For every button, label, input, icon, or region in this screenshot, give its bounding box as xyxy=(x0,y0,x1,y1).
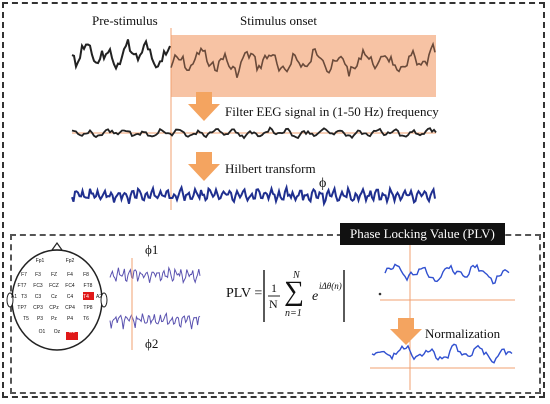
exp-power: iΔθ(n) xyxy=(319,281,342,291)
stimulus-band xyxy=(171,35,436,97)
electrode-label: P3 xyxy=(37,316,43,322)
electrode-label: Pz xyxy=(51,316,57,322)
electrode-label: CP4 xyxy=(65,305,75,311)
phi1-trace xyxy=(109,266,201,285)
normalization-label: Normalization xyxy=(425,326,501,341)
electrode-label: Fp2 xyxy=(66,258,75,264)
electrode-label: C3 xyxy=(35,294,42,300)
electrode-label: O2 xyxy=(69,329,76,335)
plv-start-dot xyxy=(378,292,382,296)
exp-base: e xyxy=(312,289,319,304)
electrode-label: FT7 xyxy=(18,283,27,289)
sum-symbol: ∑ xyxy=(284,276,304,307)
electrode-label: T5 xyxy=(23,316,29,322)
electrode-label: P4 xyxy=(67,316,73,322)
electrode-label: T4 xyxy=(83,294,89,300)
electrode-label: TP7 xyxy=(17,305,26,311)
electrode-label: F4 xyxy=(67,272,73,278)
phi2-trace xyxy=(109,311,201,330)
plv-trace xyxy=(384,263,510,285)
electrode-label: F8 xyxy=(83,272,89,278)
highlight-t4 xyxy=(83,292,94,300)
normalized-plv-trace xyxy=(371,343,513,364)
electrode-label: F7 xyxy=(21,272,27,278)
fraction-denominator: N xyxy=(269,297,278,311)
arrow-down-normalization xyxy=(390,318,422,345)
hilbert-signal xyxy=(71,183,436,207)
electrode-label: T6 xyxy=(83,316,89,322)
phi-label: ϕ xyxy=(319,176,327,191)
phi2-label: ϕ2 xyxy=(145,336,159,351)
raw-eeg-signal xyxy=(71,38,171,71)
electrode-label: FCZ xyxy=(49,283,59,289)
electrode-label: A2 xyxy=(96,294,102,300)
electrode-label: TP8 xyxy=(83,305,92,311)
electrode-head-map xyxy=(6,241,108,351)
pre-stimulus-label: Pre-stimulus xyxy=(92,13,158,28)
raw-eeg-signal-stimulus xyxy=(170,41,436,78)
electrode-label: FT8 xyxy=(84,283,93,289)
plv-lhs: PLV = xyxy=(226,286,263,301)
electrode-label: O1 xyxy=(39,329,46,335)
electrode-label: FZ xyxy=(51,272,57,278)
electrode-label: FC4 xyxy=(65,283,75,289)
phi1-label: ϕ1 xyxy=(145,242,159,257)
electrode-labels: Fp1 Fp2 F7 F3 FZ F4 F8 FT7 FC3 FCZ FC4 FT8 A1 T3 C3 Cz C… xyxy=(11,258,102,335)
electrode-label: A1 xyxy=(11,294,17,300)
arrow-down-filter xyxy=(188,92,220,121)
electrode-label: FC3 xyxy=(33,283,43,289)
filtered-eeg-signal xyxy=(71,126,437,140)
plv-panel xyxy=(10,234,541,394)
filter-step-label: Filter EEG signal in (1-50 Hz) frequency xyxy=(225,104,439,119)
sum-upper: N xyxy=(293,270,300,281)
electrode-label: Fp1 xyxy=(36,258,45,264)
sum-lower: n=1 xyxy=(285,308,302,319)
stimulus-onset-label: Stimulus onset xyxy=(240,13,317,28)
hilbert-step-label: Hilbert transform xyxy=(225,161,316,176)
electrode-label: CPz xyxy=(49,305,59,311)
electrode-label: F3 xyxy=(35,272,41,278)
plv-title: Phase Locking Value (PLV) xyxy=(340,223,505,245)
electrode-label: Cz xyxy=(51,294,58,300)
electrode-label: CP3 xyxy=(33,305,43,311)
highlight-o2 xyxy=(66,332,78,340)
electrode-label: T3 xyxy=(21,294,27,300)
outer-frame xyxy=(2,2,545,398)
electrode-label: C4 xyxy=(67,294,74,300)
arrow-down-hilbert xyxy=(188,152,220,181)
electrode-label: Oz xyxy=(54,329,61,335)
fraction-numerator: 1 xyxy=(271,281,277,295)
